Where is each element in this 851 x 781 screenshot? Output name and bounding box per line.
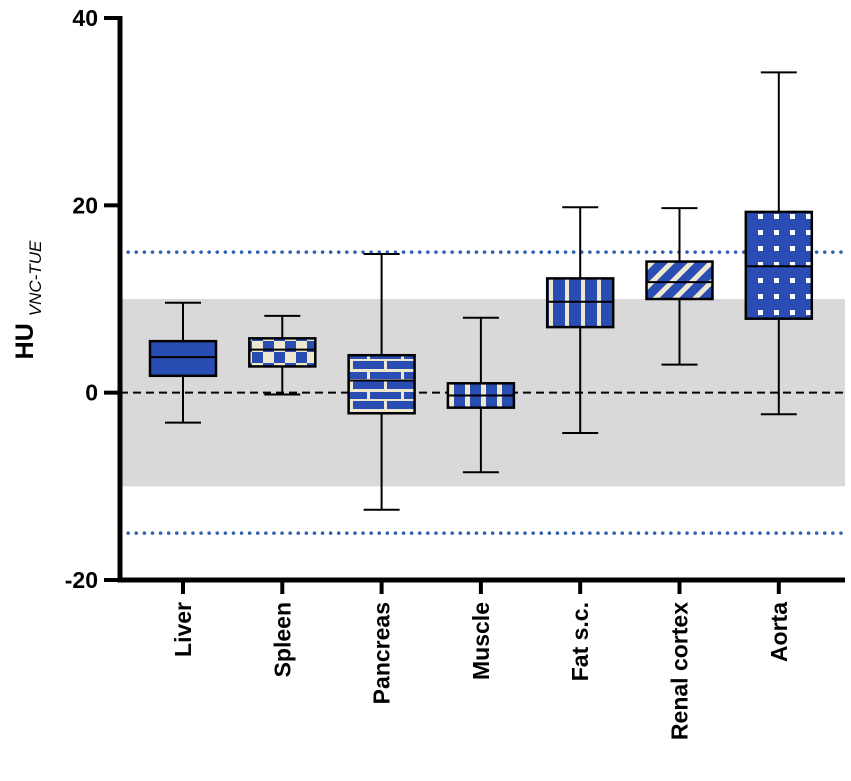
box-muscle	[446, 316, 516, 474]
x-category-label: Liver	[170, 602, 196, 657]
reference-lines-layer	[118, 250, 847, 535]
y-tick-label: 40	[72, 5, 98, 31]
box-iqr	[347, 353, 416, 415]
y-tick-label: -20	[65, 567, 98, 593]
box-iqr	[148, 339, 218, 378]
x-category-label: Fat s.c.	[567, 602, 593, 681]
box-spleen	[248, 314, 317, 396]
y-axis-label: HU VNC-TUE	[11, 240, 45, 359]
y-axis-label-main: HU	[11, 316, 39, 359]
box-pancreas	[347, 253, 416, 511]
box-fat-s-c	[545, 206, 615, 434]
y-tick-label: 20	[72, 192, 98, 218]
labels-layer: Liver Spleen Pancreas Muscle Fat s.c. Renal c…	[11, 240, 792, 740]
boxes-layer	[148, 71, 814, 511]
box-aorta	[744, 71, 814, 416]
box-liver	[148, 301, 218, 424]
x-category-label: Pancreas	[369, 602, 395, 704]
axes-layer: -20 0 20 40	[65, 5, 845, 594]
y-tick-label: 0	[85, 380, 98, 406]
x-category-label: Aorta	[766, 602, 792, 662]
y-axis-label-subscript: VNC-TUE	[26, 240, 45, 316]
x-category-label: Spleen	[269, 602, 295, 677]
x-category-label: Muscle	[468, 602, 494, 680]
x-category-label: Renal cortex	[667, 602, 693, 740]
box-iqr	[248, 337, 317, 368]
box-renal-cortex	[645, 207, 714, 366]
box-iqr	[645, 260, 714, 301]
